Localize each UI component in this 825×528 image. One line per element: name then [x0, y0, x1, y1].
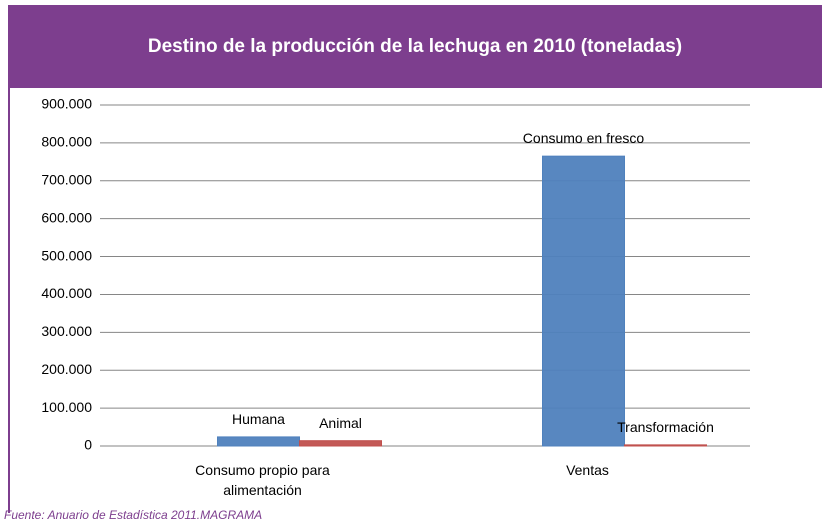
chart-title: Destino de la producción de la lechuga e… [147, 36, 683, 57]
y-tick-label: 900.000 [41, 96, 92, 112]
y-tick-label: 600.000 [41, 209, 92, 225]
data-label: Transformación [617, 418, 714, 435]
bar [542, 155, 625, 447]
data-label: Consumo en fresco [522, 130, 645, 147]
data-label: Humana [232, 410, 285, 427]
x-tick-label: Ventas [566, 462, 609, 478]
source-note: Fuente: Anuario de Estadística 2011.MAGR… [4, 508, 263, 522]
y-tick-label: 200.000 [41, 361, 92, 377]
header-band: Destino de la producción de la lechuga e… [8, 5, 822, 88]
frame-line [8, 88, 10, 513]
y-tick-label: 100.000 [41, 399, 92, 415]
y-tick-label: 800.000 [41, 134, 92, 150]
data-label: Animal [319, 414, 362, 431]
y-tick-label: 0 [84, 437, 92, 453]
y-tick-label: 300.000 [41, 323, 92, 339]
bar [624, 444, 707, 447]
x-tick-label: Consumo propio para alimentación [195, 462, 330, 498]
bar [299, 440, 382, 447]
bar [217, 436, 300, 447]
y-tick-label: 400.000 [41, 285, 92, 301]
y-tick-label: 500.000 [41, 247, 92, 263]
y-tick-label: 700.000 [41, 171, 92, 187]
